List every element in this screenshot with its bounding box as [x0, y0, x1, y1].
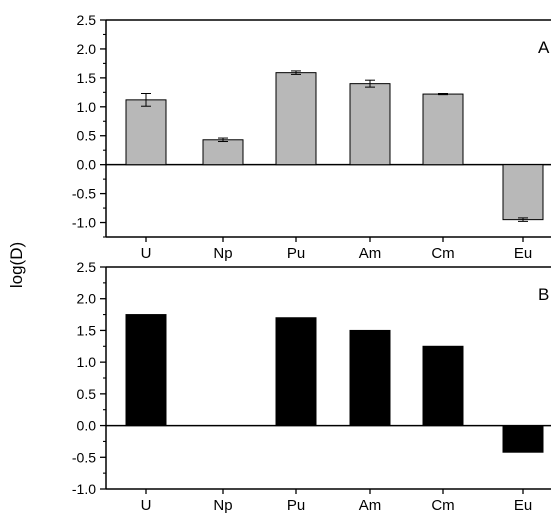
- y-tick-label: 0.0: [77, 157, 97, 173]
- x-tick-label-Np: Np: [213, 497, 232, 514]
- x-tick-label-Am: Am: [359, 497, 382, 514]
- x-tick-label-U: U: [141, 497, 152, 514]
- y-tick-label: 1.5: [77, 322, 97, 338]
- panel-label: A: [538, 38, 550, 57]
- y-tick-label: 2.0: [77, 291, 97, 307]
- y-tick-label: 1.0: [77, 354, 97, 370]
- panel-A: -1.0 -0.5 0.0 0.5 1.0 1.5 2.0 2.5 U Np Pu Am Cm Eu A: [72, 12, 551, 262]
- x-tick-label-Np: Np: [213, 245, 232, 262]
- bar-Eu: [502, 164, 544, 221]
- y-axis-label: log(D): [7, 242, 26, 288]
- x-tick-label-Eu: Eu: [514, 497, 532, 514]
- y-tick-label: 0.5: [77, 128, 97, 144]
- bar-Am: [349, 329, 391, 427]
- y-tick-label: 1.0: [77, 99, 97, 115]
- y-tick-label: -1.0: [72, 215, 96, 231]
- bar-U: [125, 99, 167, 166]
- x-tick-label-Pu: Pu: [287, 497, 305, 514]
- bar-Am: [349, 83, 391, 166]
- bar-U: [125, 314, 167, 427]
- panel-label: B: [538, 285, 549, 304]
- y-tick-label: 0.5: [77, 386, 97, 402]
- y-tick-label: -0.5: [72, 186, 96, 202]
- x-tick-label-Cm: Cm: [431, 245, 454, 262]
- y-tick-label: 2.5: [77, 12, 97, 28]
- panel-B: -1.0 -0.5 0.0 0.5 1.0 1.5 2.0 2.5 U Np Pu Am Cm Eu B: [72, 259, 551, 514]
- y-tick-label: -1.0: [72, 481, 96, 497]
- y-tick-label: 1.5: [77, 70, 97, 86]
- x-tick-label-Am: Am: [359, 245, 382, 262]
- y-tick-label: -0.5: [72, 449, 96, 465]
- bar-Pu: [275, 317, 317, 427]
- bar-Np: [202, 139, 244, 166]
- x-tick-label-Eu: Eu: [514, 245, 532, 262]
- y-tick-label: 2.0: [77, 41, 97, 57]
- bar-Eu: [502, 425, 544, 453]
- x-tick-label-Pu: Pu: [287, 245, 305, 262]
- x-tick-label-Cm: Cm: [431, 497, 454, 514]
- y-tick-label: 2.5: [77, 259, 97, 275]
- x-tick-label-U: U: [141, 245, 152, 262]
- y-tick-label: 0.0: [77, 418, 97, 434]
- bar-Cm: [422, 345, 464, 427]
- bar-Cm: [422, 93, 464, 166]
- panels: -1.0-0.50.00.51.01.52.02.5U Np Pu Am Cm EuA-1…: [72, 12, 551, 514]
- bar-Pu: [275, 72, 317, 166]
